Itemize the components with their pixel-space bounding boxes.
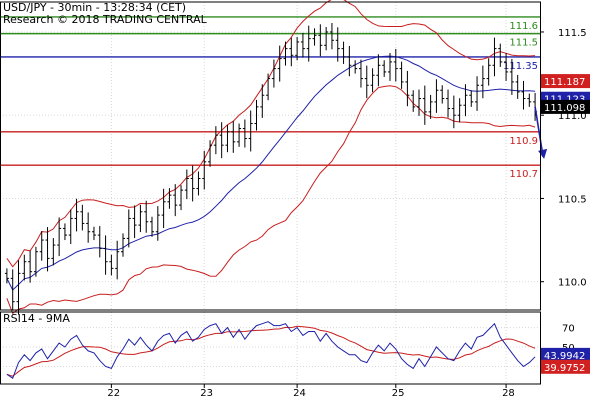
y-tick-label: 111.5 xyxy=(558,28,587,39)
rsi-ma-line xyxy=(6,325,536,377)
x-tick-label-24: 24 xyxy=(293,388,306,399)
rsi-label: RSI14 - 9MA xyxy=(3,312,70,325)
level-label-111.5: 111.5 xyxy=(509,38,538,49)
moving-average-line xyxy=(6,55,536,291)
rsi-tag-39.9752: 39.9752 xyxy=(544,363,585,374)
bollinger-bands xyxy=(6,0,536,315)
rsi-panel xyxy=(6,321,536,379)
y-tick-label: 110.0 xyxy=(558,278,587,289)
level-label-111.35: 111.35 xyxy=(503,61,538,72)
level-lines: 111.6 111.5 111.35 110.9 110.7 xyxy=(0,16,540,180)
y-tick-label: 110.5 xyxy=(558,194,587,205)
lower-band-line xyxy=(6,85,536,315)
rsi-line xyxy=(6,321,536,379)
level-label-111.6: 111.6 xyxy=(509,21,538,32)
level-label-110.9: 110.9 xyxy=(509,136,538,147)
x-tick-label-28: 28 xyxy=(502,388,515,399)
price-tag-111.187: 111.187 xyxy=(544,77,585,88)
chart-header-line2: Research © 2018 TRADING CENTRAL xyxy=(3,13,208,26)
price-tag-111.098: 111.098 xyxy=(544,103,585,114)
y-tick-label: 111.0 xyxy=(558,111,587,122)
price-tag-111.098-box xyxy=(541,99,590,114)
price-tag-111.187-box xyxy=(541,74,590,89)
candles xyxy=(4,22,548,315)
rsi-tick-label: 70 xyxy=(562,324,575,335)
x-tick-label-22: 22 xyxy=(107,388,120,399)
rsi-tag-43.9942: 43.9942 xyxy=(544,351,585,362)
x-tick-label-23: 23 xyxy=(200,388,213,399)
upper-band-line xyxy=(6,0,536,268)
forecast-arrow-line xyxy=(534,106,544,157)
rsi-tag-43.9942-box xyxy=(541,347,590,362)
chart-frame xyxy=(0,1,541,385)
rsi-panel-frame xyxy=(0,311,541,385)
chart-header-line1: USD/JPY - 30min - 13:28:34 (CET) xyxy=(3,1,186,14)
rsi-tag-39.9752-box xyxy=(541,359,590,374)
x-tick-label-25: 25 xyxy=(392,388,405,399)
price-panel-frame xyxy=(0,1,541,311)
level-label-110.7: 110.7 xyxy=(509,169,538,180)
